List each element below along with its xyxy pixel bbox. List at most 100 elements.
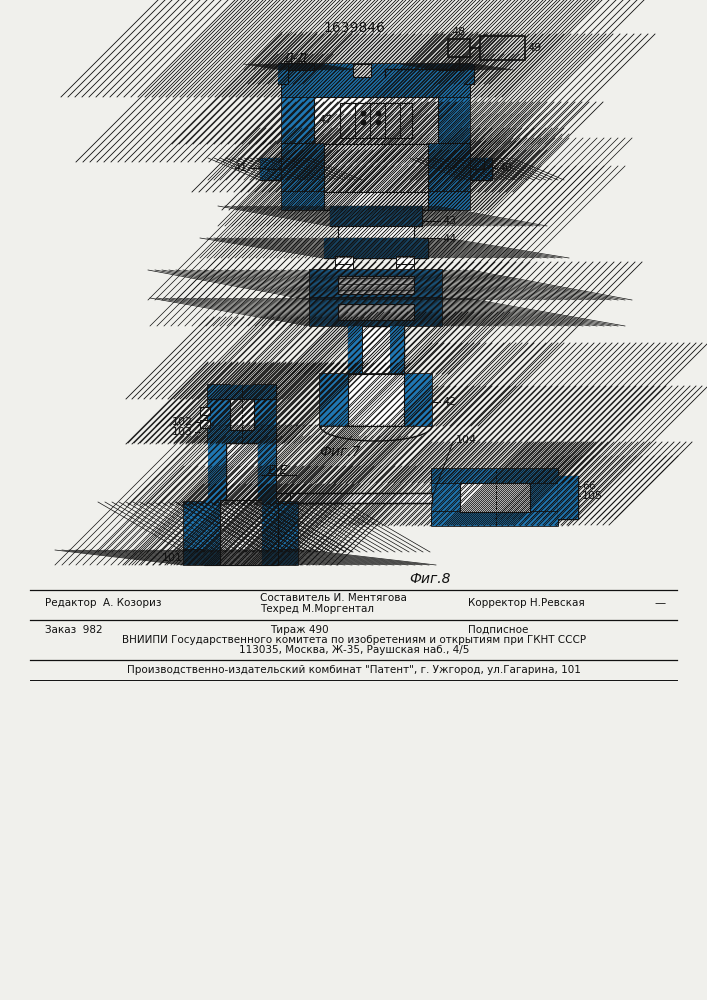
Bar	[464, 64, 474, 84]
Bar	[438, 66, 470, 144]
Text: Техред М.Моргентал: Техред М.Моргентал	[260, 604, 374, 614]
Bar	[260, 158, 290, 180]
Text: Д-Д: Д-Д	[283, 51, 307, 64]
Bar	[353, 64, 371, 77]
Bar	[262, 502, 298, 552]
Bar	[432, 470, 460, 525]
Bar	[184, 550, 298, 565]
Bar	[282, 64, 470, 97]
Text: Корректор Н.Ревская: Корректор Н.Ревская	[468, 598, 585, 608]
Bar	[184, 502, 220, 552]
Text: 47: 47	[319, 115, 333, 125]
Bar	[428, 192, 470, 210]
Text: Фиг.7: Фиг.7	[320, 445, 361, 459]
Bar	[278, 64, 288, 84]
Bar	[348, 326, 362, 374]
Text: 103: 103	[172, 427, 193, 437]
Bar	[208, 385, 230, 443]
Bar	[462, 158, 492, 180]
Bar	[262, 500, 278, 565]
Bar	[184, 550, 298, 565]
Bar	[324, 192, 428, 210]
Bar	[282, 144, 324, 192]
Bar	[254, 385, 276, 443]
Bar	[208, 385, 230, 443]
Bar	[220, 502, 262, 552]
Bar	[390, 326, 404, 374]
Bar	[428, 144, 470, 192]
Bar	[462, 158, 492, 180]
Bar	[282, 64, 314, 70]
Bar	[282, 192, 324, 210]
Bar	[432, 470, 460, 525]
Bar	[432, 469, 558, 483]
Text: 104: 104	[456, 435, 477, 445]
Bar	[480, 36, 525, 60]
Bar	[324, 144, 428, 192]
Bar	[282, 64, 470, 97]
Bar	[320, 374, 432, 426]
Bar	[262, 502, 298, 552]
Bar	[290, 493, 432, 503]
Bar	[282, 192, 324, 210]
Bar	[258, 443, 276, 505]
Bar	[204, 500, 220, 565]
Bar	[396, 264, 414, 272]
Bar	[464, 64, 474, 84]
Text: 102: 102	[172, 417, 193, 427]
Bar	[282, 64, 314, 70]
Text: Подписное: Подписное	[468, 625, 528, 635]
Bar	[230, 399, 254, 430]
Bar	[266, 159, 284, 169]
Text: ВНИИПИ Государственного комитета по изобретениям и открытиям при ГКНТ СССР: ВНИИПИ Государственного комитета по изоб…	[122, 635, 586, 645]
Bar	[204, 500, 220, 565]
Text: 105: 105	[582, 491, 603, 501]
Bar	[558, 476, 578, 519]
Bar	[200, 420, 210, 428]
Bar	[320, 374, 432, 426]
Text: 48: 48	[452, 27, 466, 37]
Bar	[262, 500, 278, 565]
Bar	[348, 374, 404, 426]
Bar	[466, 159, 484, 169]
Bar	[338, 276, 414, 294]
Bar	[432, 512, 558, 526]
Bar	[184, 502, 220, 552]
Bar	[282, 66, 314, 144]
Bar	[330, 206, 422, 226]
Bar	[208, 430, 276, 444]
Bar	[338, 226, 414, 240]
Bar	[282, 144, 324, 192]
Text: 43: 43	[442, 216, 456, 226]
Bar	[396, 256, 414, 264]
Bar	[258, 443, 276, 505]
Bar	[324, 238, 428, 258]
Bar	[460, 483, 530, 512]
Bar	[448, 39, 470, 57]
Bar	[335, 256, 353, 264]
Bar	[260, 158, 290, 180]
Bar	[208, 443, 226, 505]
Bar	[428, 192, 470, 210]
Bar	[310, 298, 442, 326]
Bar	[432, 469, 558, 483]
Bar	[466, 159, 484, 169]
Text: Заказ  982: Заказ 982	[45, 625, 103, 635]
Text: 49: 49	[527, 43, 542, 53]
Bar	[348, 326, 404, 374]
Bar	[254, 385, 276, 443]
Text: Производственно-издательский комбинат "Патент", г. Ужгород, ул.Гагарина, 101: Производственно-издательский комбинат "П…	[127, 665, 581, 675]
Bar	[310, 270, 442, 300]
Text: 44: 44	[442, 234, 456, 244]
Bar	[290, 493, 432, 503]
Bar	[340, 103, 412, 138]
Bar	[438, 64, 470, 70]
Bar	[282, 144, 470, 162]
Bar	[348, 326, 362, 374]
Bar	[220, 500, 262, 565]
Text: Фиг.8: Фиг.8	[409, 572, 451, 586]
Text: 66: 66	[582, 481, 596, 491]
Bar	[278, 64, 288, 84]
Bar	[335, 264, 353, 272]
Bar	[282, 66, 314, 144]
